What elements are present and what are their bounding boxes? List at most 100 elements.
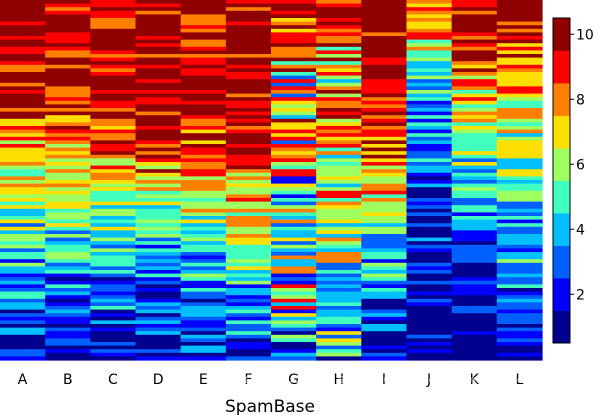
heatmap-cell	[135, 198, 182, 203]
heatmap-cell	[496, 43, 543, 48]
heatmap-cell	[180, 273, 227, 278]
heatmap-cell	[180, 57, 227, 62]
heatmap-cell	[451, 259, 498, 264]
heatmap-cell	[90, 158, 137, 163]
heatmap-cell	[45, 255, 91, 260]
heatmap-cell	[361, 68, 408, 73]
heatmap-cell	[90, 86, 137, 91]
heatmap-cell	[0, 54, 46, 59]
heatmap-cell	[135, 226, 182, 231]
heatmap-cell	[361, 111, 408, 116]
heatmap-cell	[271, 3, 317, 8]
heatmap-cell	[135, 349, 182, 354]
heatmap-cell	[180, 36, 227, 41]
heatmap-cell	[406, 129, 453, 134]
heatmap-cell	[316, 208, 362, 213]
heatmap-cell	[90, 212, 137, 217]
heatmap-cell	[90, 133, 137, 138]
heatmap-cell	[90, 284, 137, 289]
heatmap-cell	[135, 115, 182, 120]
heatmap-cell	[180, 126, 227, 131]
colorbar-segment	[553, 278, 570, 311]
colorbar-tick-label: 4	[576, 222, 585, 238]
heatmap-cell	[90, 0, 137, 5]
heatmap-cell	[0, 100, 46, 105]
heatmap-cell	[496, 111, 543, 116]
heatmap-cell	[135, 345, 182, 350]
heatmap-cell	[406, 93, 453, 98]
heatmap-cell	[406, 266, 453, 271]
heatmap-cell	[316, 118, 362, 123]
heatmap-cell	[45, 288, 91, 293]
heatmap-cell	[45, 270, 91, 275]
heatmap-cell	[406, 190, 453, 195]
heatmap-cell	[0, 126, 46, 131]
heatmap-cell	[225, 334, 272, 339]
heatmap-cell	[361, 79, 408, 84]
heatmap-cell	[316, 7, 362, 12]
heatmap-cell	[0, 277, 46, 282]
heatmap-cell	[90, 39, 137, 44]
heatmap-cell	[0, 298, 46, 303]
heatmap-cell	[496, 3, 543, 8]
heatmap-cell	[180, 18, 227, 23]
heatmap-cell	[406, 25, 453, 30]
heatmap-cell	[0, 205, 46, 210]
heatmap-cell	[135, 57, 182, 62]
heatmap-cell	[225, 100, 272, 105]
heatmap-cell	[451, 180, 498, 185]
heatmap-cell	[316, 158, 362, 163]
heatmap-cell	[361, 14, 408, 19]
heatmap-cell	[180, 352, 227, 357]
heatmap-cell	[45, 111, 91, 116]
heatmap-cell	[361, 234, 408, 239]
heatmap-cell	[45, 230, 91, 235]
heatmap-cell	[406, 158, 453, 163]
heatmap-cell	[180, 298, 227, 303]
heatmap-cell	[496, 118, 543, 123]
heatmap-cell	[180, 212, 227, 217]
heatmap-cell	[271, 100, 317, 105]
heatmap-cell	[406, 115, 453, 120]
heatmap-cell	[406, 345, 453, 350]
heatmap-cell	[271, 18, 317, 23]
heatmap-cell	[271, 244, 317, 249]
heatmap-cell	[316, 244, 362, 249]
heatmap-cell	[0, 79, 46, 84]
heatmap-cell	[225, 320, 272, 325]
heatmap-cell	[316, 32, 362, 37]
heatmap-cell	[225, 244, 272, 249]
heatmap-cell	[90, 309, 137, 314]
heatmap-cell	[180, 295, 227, 300]
heatmap-cell	[90, 28, 137, 33]
heatmap-cell	[361, 104, 408, 109]
heatmap-cell	[496, 82, 543, 87]
heatmap-cell	[225, 50, 272, 55]
heatmap-cell	[0, 273, 46, 278]
heatmap-cell	[0, 93, 46, 98]
heatmap-cell	[180, 327, 227, 332]
heatmap-cell	[225, 64, 272, 69]
heatmap-cell	[0, 223, 46, 228]
heatmap-cell	[135, 316, 182, 321]
heatmap-cell	[361, 198, 408, 203]
heatmap-cell	[225, 43, 272, 48]
heatmap-cell	[180, 183, 227, 188]
heatmap-cell	[135, 205, 182, 210]
heatmap-cell	[180, 198, 227, 203]
heatmap-cell	[180, 129, 227, 134]
heatmap-cell	[361, 10, 408, 15]
heatmap-cell	[361, 342, 408, 347]
heatmap-cell	[0, 345, 46, 350]
heatmap-cell	[180, 280, 227, 285]
heatmap-cell	[451, 266, 498, 271]
colorbar-tick-label: 2	[576, 287, 585, 303]
heatmap-cell	[90, 172, 137, 177]
heatmap-cell	[316, 10, 362, 15]
heatmap-cell	[180, 338, 227, 343]
heatmap-cell	[451, 288, 498, 293]
heatmap-cell	[496, 223, 543, 228]
colorbar: 2 4 6 8 10	[552, 17, 594, 344]
heatmap-cell	[361, 352, 408, 357]
x-tick-labels: A B C D E F G H I J K L	[18, 372, 524, 388]
